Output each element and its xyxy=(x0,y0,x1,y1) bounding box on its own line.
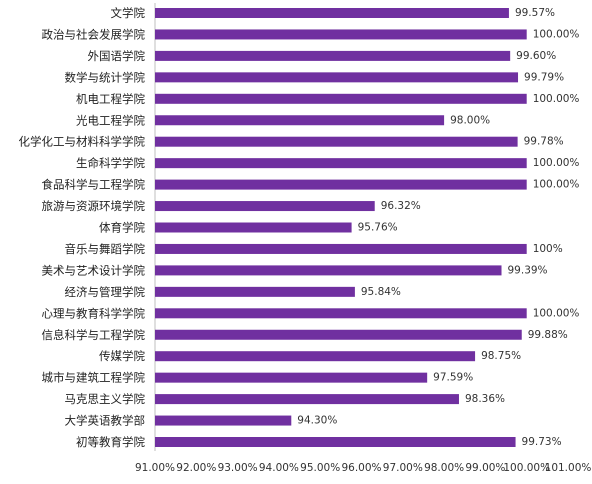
bar xyxy=(155,8,509,18)
data-label: 100.00% xyxy=(533,179,580,191)
label-layer: 文学院 99.57% 政治与社会发展学院 100.00% 外国语学院 99.60% 数学与统… xyxy=(19,6,580,449)
data-label: 95.76% xyxy=(358,222,398,234)
x-tick-label: 94.00% xyxy=(259,462,299,474)
data-label: 95.84% xyxy=(361,286,401,298)
data-label: 99.79% xyxy=(524,71,564,83)
bar xyxy=(155,158,527,169)
data-label: 99.78% xyxy=(524,136,564,148)
category-label: 体育学院 xyxy=(99,221,145,235)
category-label: 美术与艺术设计学院 xyxy=(42,263,146,277)
category-label: 音乐与舞蹈学院 xyxy=(65,242,146,256)
category-label: 经济与管理学院 xyxy=(65,285,146,299)
x-tick-label: 98.00% xyxy=(424,462,464,474)
data-label: 100.00% xyxy=(533,28,580,40)
category-label: 心理与教育科学学院 xyxy=(42,306,146,320)
data-label: 100% xyxy=(533,243,563,255)
x-tick-label: 93.00% xyxy=(218,462,258,474)
bar xyxy=(155,372,428,383)
category-label: 化学化工与材料科学学院 xyxy=(19,135,146,149)
bar xyxy=(155,29,527,40)
x-tick-label: 101.00% xyxy=(545,462,592,474)
axis-layer: 91.00% 92.00% 93.00% 94.00% 95.00% 96.00% 97.0… xyxy=(135,3,591,474)
bar xyxy=(155,222,352,233)
bar xyxy=(155,72,519,83)
category-label: 信息科学与工程学院 xyxy=(42,328,146,342)
x-tick-label: 91.00% xyxy=(135,462,175,474)
bar xyxy=(155,394,459,405)
bar xyxy=(155,93,527,104)
x-tick-label: 95.00% xyxy=(300,462,340,474)
bar xyxy=(155,437,516,447)
data-label: 100.00% xyxy=(533,157,580,169)
bar xyxy=(155,243,527,254)
bar xyxy=(155,201,375,212)
bar xyxy=(155,286,355,297)
category-label: 外国语学院 xyxy=(88,49,146,63)
category-label: 光电工程学院 xyxy=(76,113,145,127)
bar xyxy=(155,308,527,319)
bar xyxy=(155,415,292,426)
x-tick-label: 99.00% xyxy=(465,462,505,474)
bar xyxy=(155,351,476,362)
category-label: 城市与建筑工程学院 xyxy=(42,371,146,385)
data-label: 96.32% xyxy=(381,200,421,212)
x-tick-label: 100.00% xyxy=(503,462,550,474)
data-label: 99.39% xyxy=(508,264,548,276)
category-label: 政治与社会发展学院 xyxy=(42,27,146,41)
x-tick-label: 97.00% xyxy=(383,462,423,474)
bar xyxy=(155,179,527,190)
category-label: 旅游与资源环境学院 xyxy=(42,199,146,213)
category-label: 马克思主义学院 xyxy=(65,392,146,406)
bar xyxy=(155,329,522,340)
data-label: 98.36% xyxy=(465,393,505,405)
category-label: 文学院 xyxy=(111,6,146,20)
data-label: 99.73% xyxy=(522,436,562,448)
data-label: 97.59% xyxy=(433,372,473,384)
category-label: 初等教育学院 xyxy=(76,435,145,449)
bar xyxy=(155,136,518,147)
category-label: 传媒学院 xyxy=(99,349,145,363)
category-label: 大学英语教学部 xyxy=(65,414,146,428)
data-label: 94.30% xyxy=(297,415,337,427)
data-label: 99.57% xyxy=(515,7,555,19)
data-label: 99.88% xyxy=(528,329,568,341)
x-tick-label: 96.00% xyxy=(341,462,381,474)
data-label: 98.00% xyxy=(450,114,490,126)
bar xyxy=(155,265,502,276)
data-label: 99.60% xyxy=(516,50,556,62)
category-label: 生命科学学院 xyxy=(76,156,145,170)
bar xyxy=(155,115,445,126)
category-label: 食品科学与工程学院 xyxy=(42,178,146,192)
bar-layer xyxy=(155,8,527,447)
category-label: 机电工程学院 xyxy=(76,92,145,106)
data-label: 100.00% xyxy=(533,93,580,105)
data-label: 100.00% xyxy=(533,307,580,319)
category-label: 数学与统计学院 xyxy=(65,70,146,84)
x-tick-label: 92.00% xyxy=(176,462,216,474)
bar xyxy=(155,50,511,61)
data-label: 98.75% xyxy=(481,350,521,362)
